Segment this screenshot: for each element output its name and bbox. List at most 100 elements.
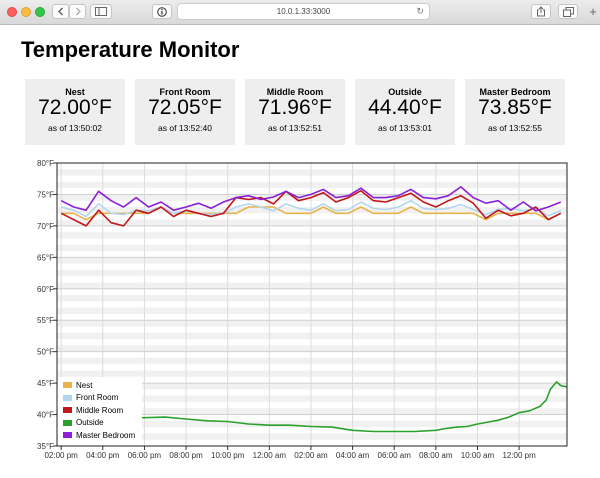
grid-band [57, 181, 567, 189]
legend-swatch [63, 382, 72, 388]
sensor-name: Middle Room [266, 87, 324, 97]
sidebar-icon [95, 7, 107, 16]
sensor-card-middle-room: Middle Room 71.96°F as of 13:52:51 [245, 79, 345, 145]
address-bar[interactable]: 10.0.1.33:3000 ↻ [177, 3, 430, 20]
x-tick-label: 06:00 am [378, 451, 412, 460]
sensor-name: Master Bedroom [479, 87, 551, 97]
plot-frame [56, 162, 568, 447]
sensor-timestamp: as of 13:52:51 [268, 123, 322, 133]
grid-band [57, 433, 567, 440]
y-tick-label: 40°F [37, 411, 54, 420]
grid-band [57, 169, 567, 176]
series-line-front-room [61, 199, 562, 218]
page-title: Temperature Monitor [21, 37, 240, 62]
sidebar-button[interactable] [90, 4, 112, 19]
grid-band [57, 408, 567, 415]
y-tick-label: 45°F [37, 379, 54, 388]
minimize-window-button[interactable] [21, 7, 31, 17]
grid-band [57, 332, 567, 340]
legend-label: Front Room [76, 393, 119, 402]
legend-label: Middle Room [76, 405, 124, 415]
sensor-card-front-room: Front Room 72.05°F as of 13:52:40 [135, 79, 235, 145]
sensor-name: Front Room [159, 87, 211, 97]
y-tick-label: 75°F [37, 190, 54, 199]
x-tick-label: 12:00 pm [502, 451, 536, 460]
series-line-outside [60, 381, 568, 433]
legend-item: Front Room [63, 393, 118, 403]
grid-band [57, 232, 567, 239]
x-tick-label: 04:00 pm [86, 451, 120, 460]
new-tab-button[interactable]: + [586, 4, 600, 20]
tabs-icon [562, 6, 574, 17]
sensor-temperature: 73.85°F [478, 96, 552, 119]
show-tabs-button[interactable] [558, 4, 578, 19]
sensor-temperature: 72.00°F [38, 96, 112, 119]
legend-item: Middle Room [63, 405, 123, 415]
url-text: 10.0.1.33:3000 [276, 7, 331, 16]
grid-band [57, 244, 567, 252]
x-tick-label: 02:00 am [294, 451, 328, 460]
browser-toolbar: 10.0.1.33:3000 ↻ + [0, 0, 600, 25]
site-info-button[interactable] [152, 4, 172, 19]
forward-button[interactable] [69, 4, 86, 19]
grid-band [57, 269, 567, 277]
y-tick-label: 70°F [37, 222, 54, 231]
sensor-card-outside: Outside 44.40°F as of 13:53:01 [355, 79, 455, 145]
sensor-card-master-bedroom: Master Bedroom 73.85°F as of 13:52:55 [465, 79, 565, 145]
zoom-window-button[interactable] [35, 7, 45, 17]
grid-band [57, 395, 567, 402]
sensor-temperature: 72.05°F [148, 96, 222, 119]
sensor-temperature: 44.40°F [368, 96, 442, 119]
sensor-timestamp: as of 13:50:02 [48, 123, 102, 133]
sensor-card-nest: Nest 72.00°F as of 13:50:02 [25, 79, 125, 145]
grid-band [57, 383, 567, 390]
grid-band [57, 295, 567, 302]
chart-legend: Nest Front Room Middle Room Outside Master B… [58, 377, 142, 445]
chevron-left-icon [57, 7, 63, 16]
x-tick-label: 10:00 am [461, 451, 495, 460]
reload-icon[interactable]: ↻ [416, 6, 424, 16]
sensor-name: Outside [388, 87, 422, 97]
x-tick-label: 08:00 pm [169, 451, 203, 460]
x-tick-label: 04:00 am [336, 451, 370, 460]
series-line-middle-room [60, 189, 562, 227]
share-button[interactable] [531, 4, 551, 19]
x-tick-label: 02:00 pm [44, 451, 78, 460]
legend-label: Nest [76, 380, 93, 390]
y-tick-label: 80°F [37, 159, 54, 168]
grid-band [57, 282, 567, 289]
x-tick-label: 06:00 pm [128, 451, 162, 460]
plus-icon: + [589, 4, 597, 19]
share-icon [537, 6, 545, 17]
grid-band [57, 345, 567, 352]
legend-swatch [63, 432, 72, 438]
legend-item: Master Bedroom [63, 430, 135, 440]
y-tick-label: 50°F [37, 348, 54, 357]
sensor-timestamp: as of 13:53:01 [378, 123, 432, 133]
grid-band [57, 320, 567, 327]
grid-band [57, 219, 567, 226]
sensor-timestamp: as of 13:52:40 [158, 123, 212, 133]
grid-band [57, 307, 567, 314]
sensor-temperature: 71.96°F [258, 96, 332, 119]
y-tick-label: 60°F [37, 285, 54, 294]
legend-swatch [63, 407, 72, 413]
close-window-button[interactable] [7, 7, 17, 17]
legend-label: Outside [76, 418, 104, 427]
legend-item: Outside [63, 418, 104, 428]
back-button[interactable] [52, 4, 69, 19]
grid-band [57, 420, 567, 428]
series-line-master-bedroom [60, 186, 562, 212]
legend-label: Master Bedroom [76, 430, 136, 440]
y-tick-label: 55°F [37, 316, 54, 325]
legend-swatch [63, 394, 72, 401]
legend-swatch [63, 419, 72, 426]
legend-item: Nest [63, 380, 92, 390]
grid-band [57, 257, 567, 264]
y-tick-label: 35°F [37, 442, 54, 451]
x-tick-label: 10:00 pm [211, 451, 245, 460]
series-line-nest [61, 206, 562, 221]
x-tick-label: 08:00 am [419, 451, 453, 460]
sensor-timestamp: as of 13:52:55 [488, 123, 542, 133]
grid-band [57, 370, 567, 377]
